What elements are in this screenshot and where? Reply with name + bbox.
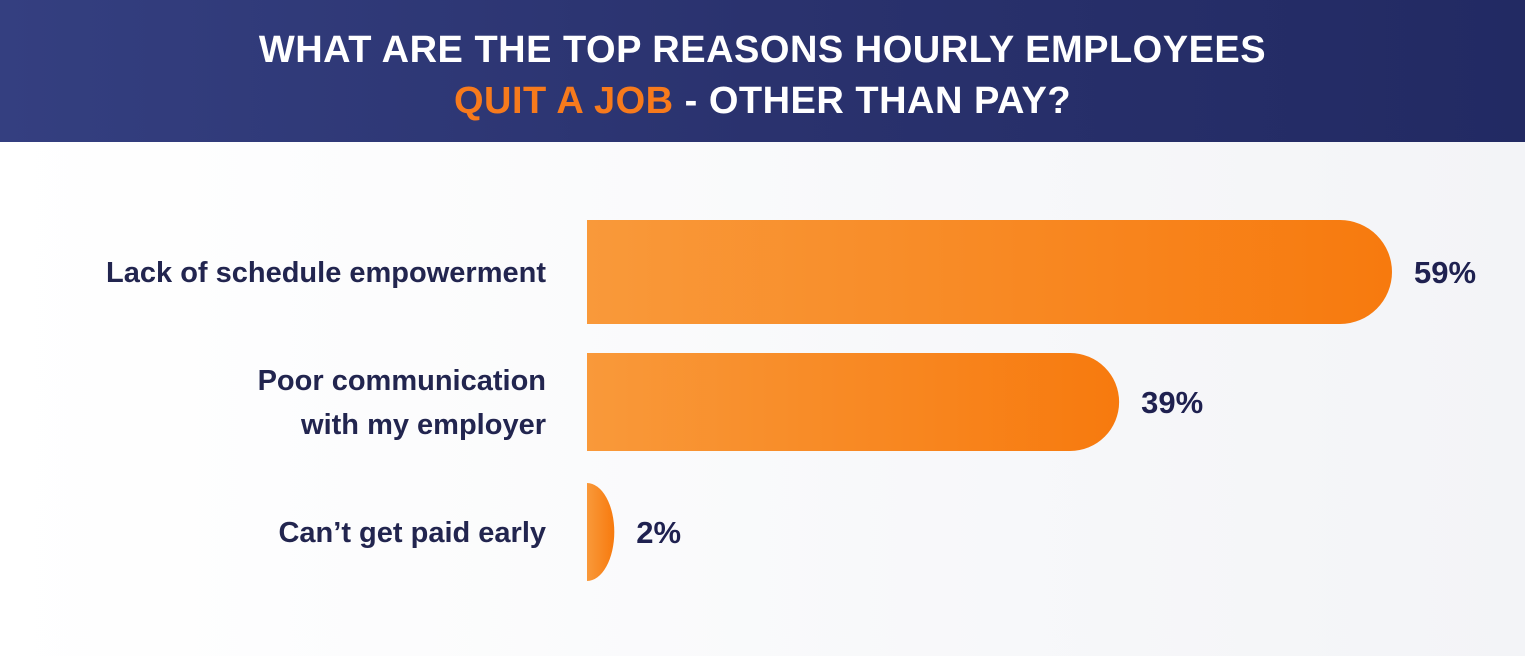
chart-title-accent: QUIT A JOB <box>453 80 674 122</box>
chart-title-text: WHAT ARE THE TOP REASONS HOURLY EMPLOYEE… <box>258 29 1267 71</box>
bar-1 <box>587 220 1392 324</box>
chart-title-line-2: QUIT A JOB - OTHER THAN PAY? <box>0 79 1525 123</box>
bar-2 <box>587 353 1120 451</box>
value-label-3: 2% <box>636 515 681 550</box>
chart-title-line-1: WHAT ARE THE TOP REASONS HOURLY EMPLOYEE… <box>0 28 1525 72</box>
chart-title-rest: - OTHER THAN PAY? <box>673 80 1072 122</box>
value-label-2: 39% <box>1141 385 1203 420</box>
category-label-1: Lack of schedule empowerment <box>106 257 546 289</box>
value-label-1: 59% <box>1414 255 1476 290</box>
bar-chart: 59% Lack of schedule empowerment 39% Poor c… <box>106 220 1476 581</box>
category-label-2-line-1: Poor communication <box>258 365 546 397</box>
category-label-2-line-2: with my employer <box>300 409 546 441</box>
category-label-3: Can’t get paid early <box>278 517 546 549</box>
bar-3 <box>587 483 615 581</box>
chart-header: WHAT ARE THE TOP REASONS HOURLY EMPLOYEE… <box>0 0 1525 142</box>
